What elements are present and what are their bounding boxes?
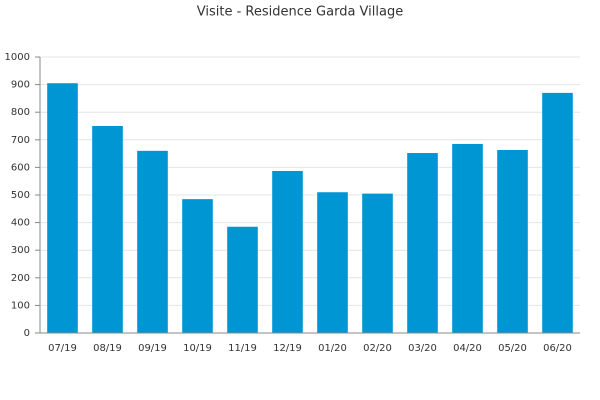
chart-title: Visite - Residence Garda Village: [197, 5, 403, 20]
x-tick-label: 06/20: [543, 343, 572, 354]
y-tick-label: 200: [11, 273, 30, 284]
y-tick-label: 600: [11, 162, 30, 173]
bar: [137, 150, 168, 333]
y-tick-label: 300: [11, 245, 30, 256]
y-tick-label: 100: [11, 300, 30, 311]
x-tick-label: 07/19: [48, 343, 77, 354]
x-tick-label: 04/20: [453, 343, 482, 354]
x-tick-label: 08/19: [93, 343, 122, 354]
bar: [542, 92, 573, 333]
bar: [47, 83, 78, 333]
x-tick-label: 10/19: [183, 343, 212, 354]
bar: [407, 153, 438, 333]
y-tick-label: 1000: [5, 52, 30, 63]
x-tick-label: 05/20: [498, 343, 527, 354]
bar: [317, 192, 348, 333]
bar: [362, 193, 393, 333]
x-tick-label: 11/19: [228, 343, 257, 354]
x-tick-label: 02/20: [363, 343, 392, 354]
y-tick-label: 0: [24, 328, 30, 339]
x-tick-label: 01/20: [318, 343, 347, 354]
bar: [182, 199, 213, 333]
bar: [272, 170, 303, 333]
x-tick-label: 12/19: [273, 343, 302, 354]
x-tick-label: 03/20: [408, 343, 437, 354]
bar: [227, 226, 258, 333]
bar: [92, 126, 123, 333]
bar: [452, 143, 483, 333]
y-tick-label: 900: [11, 80, 30, 91]
y-tick-label: 700: [11, 135, 30, 146]
y-tick-label: 400: [11, 218, 30, 229]
x-tick-label: 09/19: [138, 343, 167, 354]
y-tick-label: 500: [11, 190, 30, 201]
bar: [497, 150, 528, 333]
y-tick-label: 800: [11, 107, 30, 118]
